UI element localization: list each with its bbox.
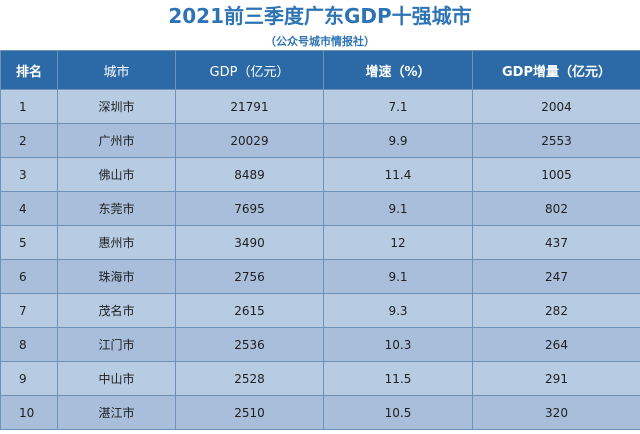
gdp-cell: 21791 (175, 89, 324, 124)
page-subtitle: （公众号城市情报社） (265, 35, 375, 48)
growth-cell: 9.3 (323, 293, 473, 328)
growth-cell: 7.1 (323, 89, 473, 124)
city-cell: 广州市 (57, 123, 176, 158)
city-cell: 惠州市 (57, 225, 176, 260)
gdp-cell: 3490 (175, 225, 324, 260)
increase-cell: 320 (472, 395, 640, 430)
city-cell: 茂名市 (57, 293, 176, 328)
rank-cell: 8 (0, 327, 58, 362)
table-body: 1 深圳市 21791 7.1 2004 2 广州市 20029 9.9 255… (0, 89, 640, 430)
growth-cell: 11.4 (323, 157, 473, 192)
city-cell: 深圳市 (57, 89, 176, 124)
city-cell: 湛江市 (57, 395, 176, 430)
growth-cell: 9.9 (323, 123, 473, 158)
city-cell: 东莞市 (57, 191, 176, 226)
growth-cell: 10.3 (323, 327, 473, 362)
table-row: 10 湛江市 2510 10.5 320 (0, 395, 640, 430)
rank-cell: 1 (0, 89, 58, 124)
city-cell: 佛山市 (57, 157, 176, 192)
rank-cell: 7 (0, 293, 58, 328)
rank-cell: 2 (0, 123, 58, 158)
growth-cell: 11.5 (323, 361, 473, 396)
title-block: 2021前三季度广东GDP十强城市 （公众号城市情报社） (0, 0, 640, 50)
gdp-cell: 20029 (175, 123, 324, 158)
gdp-cell: 2510 (175, 395, 324, 430)
table-row: 9 中山市 2528 11.5 291 (0, 361, 640, 396)
table-header-row: 排名 城市 GDP（亿元） 增速（%） GDP增量（亿元） (0, 50, 640, 90)
page-title: 2021前三季度广东GDP十强城市 (168, 4, 472, 28)
table-row: 2 广州市 20029 9.9 2553 (0, 123, 640, 158)
gdp-cell: 2756 (175, 259, 324, 294)
table-row: 5 惠州市 3490 12 437 (0, 225, 640, 260)
city-cell: 中山市 (57, 361, 176, 396)
table-row: 8 江门市 2536 10.3 264 (0, 327, 640, 362)
table-row: 4 东莞市 7695 9.1 802 (0, 191, 640, 226)
increase-cell: 437 (472, 225, 640, 260)
table-row: 3 佛山市 8489 11.4 1005 (0, 157, 640, 192)
gdp-cell: 2528 (175, 361, 324, 396)
gdp-table: 排名 城市 GDP（亿元） 增速（%） GDP增量（亿元） 1 深圳市 2179… (0, 50, 640, 430)
increase-cell: 247 (472, 259, 640, 294)
increase-cell: 802 (472, 191, 640, 226)
gdp-cell: 2615 (175, 293, 324, 328)
rank-cell: 9 (0, 361, 58, 396)
gdp-cell: 2536 (175, 327, 324, 362)
rank-cell: 3 (0, 157, 58, 192)
rank-cell: 6 (0, 259, 58, 294)
header-gdp: GDP（亿元） (175, 50, 324, 90)
rank-cell: 4 (0, 191, 58, 226)
gdp-cell: 7695 (175, 191, 324, 226)
header-rank: 排名 (0, 50, 58, 90)
increase-cell: 2004 (472, 89, 640, 124)
growth-cell: 10.5 (323, 395, 473, 430)
gdp-cell: 8489 (175, 157, 324, 192)
header-growth: 增速（%） (323, 50, 473, 90)
header-city: 城市 (57, 50, 176, 90)
header-increase: GDP增量（亿元） (472, 50, 640, 90)
rank-cell: 10 (0, 395, 58, 430)
increase-cell: 1005 (472, 157, 640, 192)
increase-cell: 264 (472, 327, 640, 362)
rank-cell: 5 (0, 225, 58, 260)
increase-cell: 291 (472, 361, 640, 396)
city-cell: 江门市 (57, 327, 176, 362)
table-row: 1 深圳市 21791 7.1 2004 (0, 89, 640, 124)
growth-cell: 9.1 (323, 259, 473, 294)
increase-cell: 2553 (472, 123, 640, 158)
growth-cell: 12 (323, 225, 473, 260)
table-row: 6 珠海市 2756 9.1 247 (0, 259, 640, 294)
table-row: 7 茂名市 2615 9.3 282 (0, 293, 640, 328)
growth-cell: 9.1 (323, 191, 473, 226)
city-cell: 珠海市 (57, 259, 176, 294)
increase-cell: 282 (472, 293, 640, 328)
